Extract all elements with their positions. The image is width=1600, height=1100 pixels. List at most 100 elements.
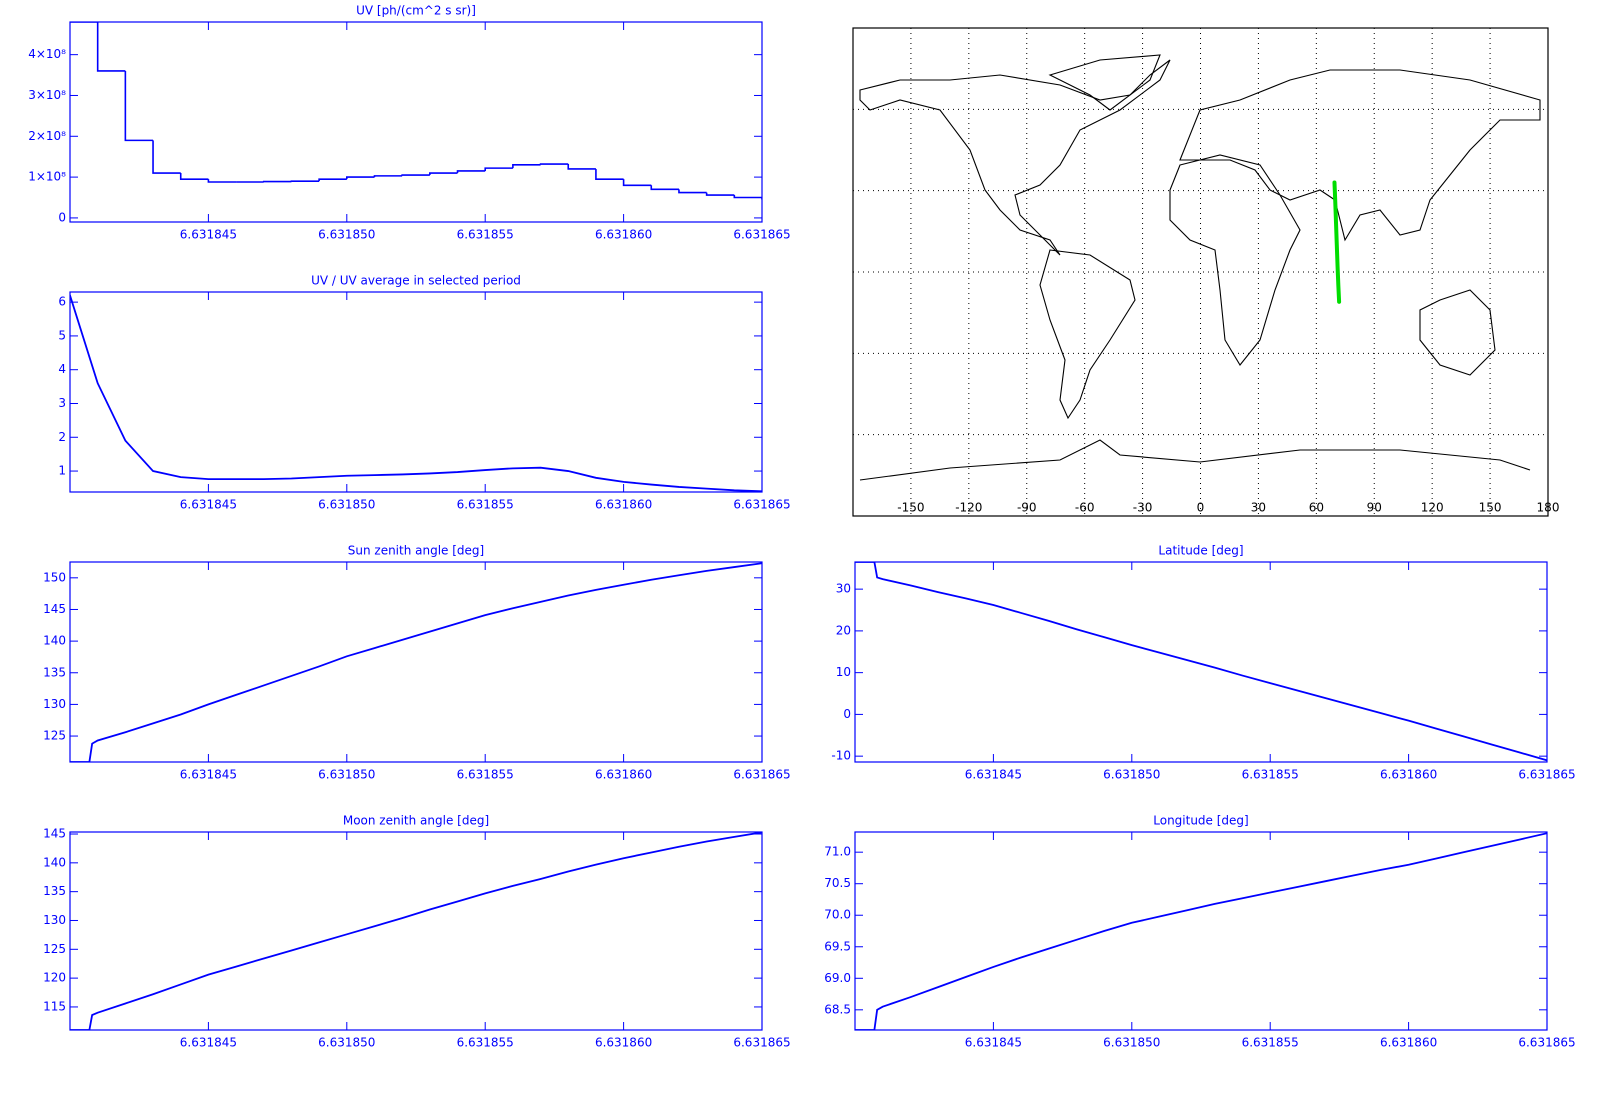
series (70, 562, 762, 762)
plot-frame (854, 561, 1548, 763)
x-tick-label: 6.631850 (318, 768, 375, 782)
chart-title: Sun zenith angle [deg] (348, 544, 484, 558)
y-tick-label: 135 (43, 884, 66, 898)
step (705, 192, 735, 196)
y-tick-label: 2×10⁸ (28, 129, 66, 143)
y-tick-label: 6 (58, 295, 66, 309)
x-tick-label: 0 (1197, 501, 1205, 515)
x-tick-label: 6.631845 (180, 768, 237, 782)
y-tick-label: 20 (836, 623, 851, 637)
y-tick-label: 0 (843, 707, 851, 721)
x-tick-label: 6.631865 (733, 228, 790, 242)
x-tick-label: 6.631860 (1380, 768, 1437, 782)
x-tick-label: 6.631850 (1103, 768, 1160, 782)
x-tick-label: 6.631865 (733, 768, 790, 782)
y-tick-label: 71.0 (824, 845, 851, 859)
step (401, 174, 430, 176)
chart-title: Moon zenith angle [deg] (343, 814, 489, 828)
north-america (859, 59, 1171, 256)
step (456, 170, 486, 174)
x-tick-label: 6.631865 (1518, 768, 1575, 782)
step (318, 178, 347, 182)
step (595, 168, 624, 180)
x-tick-label: 6.631845 (965, 768, 1022, 782)
plot-frame (69, 291, 763, 493)
y-tick-label: 150 (43, 570, 66, 584)
orbit-track (1332, 180, 1342, 304)
y-tick-label: 125 (43, 729, 66, 743)
chart-title: Latitude [deg] (1158, 544, 1243, 558)
y-tick-label: 3×10⁸ (28, 88, 66, 102)
step (179, 173, 209, 180)
step (345, 176, 375, 180)
x-tick-label: 150 (1479, 501, 1502, 515)
y-tick-label: 10 (836, 665, 851, 679)
plot-frame (69, 561, 763, 763)
step (96, 22, 126, 72)
x-tick-label: 30 (1251, 501, 1266, 515)
x-tick-label: 120 (1421, 501, 1444, 515)
series (70, 294, 762, 492)
line (70, 294, 762, 492)
line (70, 832, 762, 1030)
y-tick-label: 30 (836, 582, 851, 596)
australia (1419, 289, 1496, 376)
x-tick-label: 6.631860 (595, 1036, 652, 1050)
x-tick-label: 6.631860 (595, 768, 652, 782)
x-tick-label: 6.631855 (457, 1036, 514, 1050)
x-tick-label: 180 (1537, 501, 1560, 515)
series (1332, 180, 1342, 304)
greenland (1048, 54, 1161, 111)
chart-title: UV [ph/(cm^2 s sr)] (356, 4, 476, 18)
x-tick-label: 6.631855 (457, 768, 514, 782)
series (70, 832, 762, 1030)
antarctica (859, 439, 1531, 481)
y-tick-label: 68.5 (824, 1002, 851, 1016)
x-tick-label: -30 (1133, 501, 1153, 515)
x-tick-label: 60 (1309, 501, 1324, 515)
y-tick-label: 135 (43, 665, 66, 679)
y-tick-label: 130 (43, 697, 66, 711)
y-tick-label: 1 (58, 464, 66, 478)
step (539, 163, 569, 165)
y-tick-label: 3 (58, 396, 66, 410)
x-tick-label: 6.631850 (1103, 1036, 1160, 1050)
x-tick-label: -90 (1017, 501, 1037, 515)
x-tick-label: 90 (1367, 501, 1382, 515)
x-tick-label: 6.631865 (733, 498, 790, 512)
coastlines (859, 54, 1541, 481)
step (567, 164, 596, 170)
south-america (1039, 249, 1136, 420)
x-tick-label: 6.631845 (180, 228, 237, 242)
x-tick-label: -60 (1075, 501, 1095, 515)
y-tick-label: 125 (43, 942, 66, 956)
y-tick-label: 70.0 (824, 908, 851, 922)
x-tick-label: -120 (955, 501, 982, 515)
x-tick-label: 6.631850 (318, 1036, 375, 1050)
step (650, 185, 679, 191)
step (678, 189, 707, 194)
x-tick-label: 6.631845 (180, 1036, 237, 1050)
step (373, 175, 403, 178)
plot-frame (69, 21, 763, 223)
chart-title: Longitude [deg] (1153, 814, 1248, 828)
x-tick-label: 6.631855 (1242, 768, 1299, 782)
x-tick-label: 6.631855 (1242, 1036, 1299, 1050)
eurasia (1179, 69, 1541, 242)
y-tick-label: 140 (43, 855, 66, 869)
x-tick-label: 6.631860 (1380, 1036, 1437, 1050)
x-tick-label: 6.631850 (318, 228, 375, 242)
series (855, 832, 1547, 1030)
x-tick-label: 6.631845 (180, 498, 237, 512)
line (70, 562, 762, 762)
series (855, 562, 1547, 762)
x-tick-label: -150 (897, 501, 924, 515)
y-tick-label: 5 (58, 328, 66, 342)
step (429, 172, 458, 176)
y-tick-label: 120 (43, 971, 66, 985)
step (152, 140, 181, 174)
step (512, 164, 541, 169)
x-tick-label: 6.631855 (457, 498, 514, 512)
